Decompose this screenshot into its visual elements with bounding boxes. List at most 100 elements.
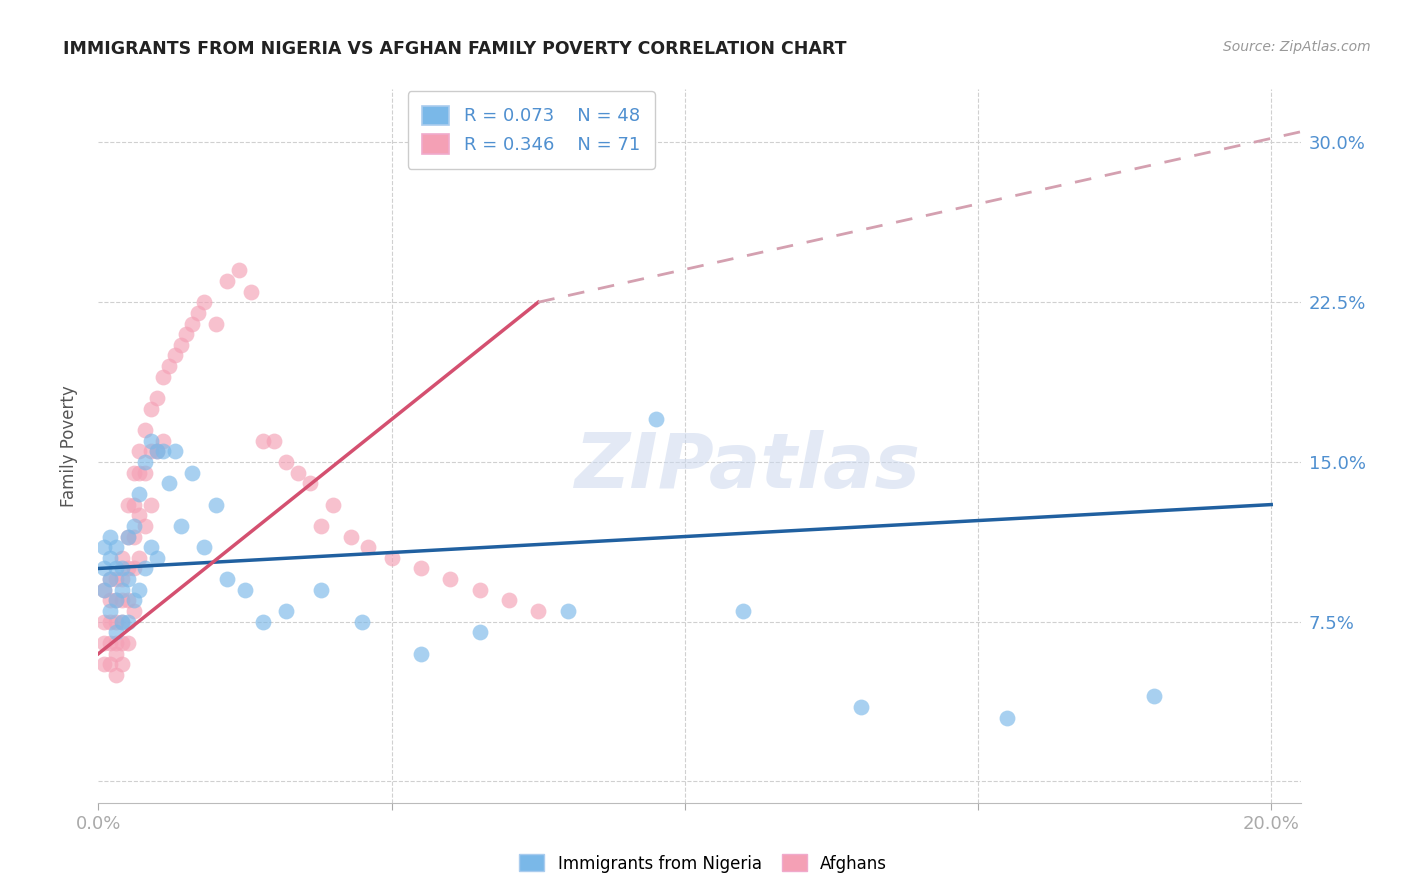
Point: [98, 636, 121, 650]
Point: [105, 668, 128, 682]
Point: [228, 263, 250, 277]
Point: [1143, 690, 1166, 704]
Point: [146, 550, 169, 565]
Point: [733, 604, 755, 618]
Point: [93, 582, 115, 597]
Point: [322, 498, 344, 512]
Point: [98, 550, 121, 565]
Point: [252, 615, 274, 629]
Point: [122, 593, 145, 607]
Point: [252, 434, 274, 448]
Point: [134, 561, 156, 575]
Point: [204, 317, 226, 331]
Point: [339, 529, 361, 543]
Point: [105, 647, 128, 661]
Text: IMMIGRANTS FROM NIGERIA VS AFGHAN FAMILY POVERTY CORRELATION CHART: IMMIGRANTS FROM NIGERIA VS AFGHAN FAMILY…: [63, 40, 846, 58]
Point: [644, 412, 666, 426]
Point: [141, 434, 163, 448]
Point: [134, 423, 156, 437]
Point: [193, 540, 215, 554]
Point: [287, 466, 309, 480]
Point: [111, 550, 134, 565]
Point: [134, 519, 156, 533]
Point: [181, 317, 204, 331]
Point: [117, 529, 139, 543]
Point: [204, 498, 226, 512]
Point: [169, 519, 191, 533]
Point: [98, 615, 121, 629]
Point: [105, 615, 128, 629]
Legend: R = 0.073    N = 48, R = 0.346    N = 71: R = 0.073 N = 48, R = 0.346 N = 71: [408, 91, 655, 169]
Point: [157, 476, 180, 491]
Point: [98, 572, 121, 586]
Point: [128, 508, 150, 523]
Point: [298, 476, 321, 491]
Point: [98, 657, 121, 672]
Point: [409, 561, 432, 575]
Point: [117, 498, 139, 512]
Point: [122, 561, 145, 575]
Point: [169, 338, 191, 352]
Point: [468, 625, 491, 640]
Point: [98, 604, 121, 618]
Point: [163, 349, 186, 363]
Point: [93, 561, 115, 575]
Point: [217, 274, 239, 288]
Point: [93, 657, 115, 672]
Point: [111, 615, 134, 629]
Point: [187, 306, 209, 320]
Point: [181, 466, 204, 480]
Point: [357, 540, 380, 554]
Point: [117, 615, 139, 629]
Point: [239, 285, 262, 299]
Point: [193, 295, 215, 310]
Point: [93, 615, 115, 629]
Point: [117, 529, 139, 543]
Point: [849, 700, 872, 714]
Text: Source: ZipAtlas.com: Source: ZipAtlas.com: [1223, 40, 1371, 54]
Point: [111, 572, 134, 586]
Point: [98, 529, 121, 543]
Point: [128, 582, 150, 597]
Point: [117, 561, 139, 575]
Text: ZIPatlas: ZIPatlas: [575, 431, 921, 504]
Point: [141, 498, 163, 512]
Point: [217, 572, 239, 586]
Point: [105, 593, 128, 607]
Point: [176, 327, 198, 342]
Point: [122, 466, 145, 480]
Point: [105, 540, 128, 554]
Legend: Immigrants from Nigeria, Afghans: Immigrants from Nigeria, Afghans: [513, 847, 893, 880]
Point: [141, 540, 163, 554]
Y-axis label: Family Poverty: Family Poverty: [59, 385, 77, 507]
Point: [93, 540, 115, 554]
Point: [122, 519, 145, 533]
Point: [128, 550, 150, 565]
Point: [995, 710, 1018, 724]
Point: [111, 593, 134, 607]
Point: [105, 572, 128, 586]
Point: [146, 444, 169, 458]
Point: [263, 434, 285, 448]
Point: [146, 444, 169, 458]
Point: [111, 561, 134, 575]
Point: [128, 487, 150, 501]
Point: [134, 455, 156, 469]
Point: [141, 444, 163, 458]
Point: [152, 434, 174, 448]
Point: [134, 466, 156, 480]
Point: [527, 604, 550, 618]
Point: [98, 572, 121, 586]
Point: [93, 582, 115, 597]
Point: [122, 529, 145, 543]
Point: [128, 444, 150, 458]
Point: [309, 582, 332, 597]
Point: [105, 636, 128, 650]
Point: [468, 582, 491, 597]
Point: [122, 604, 145, 618]
Point: [111, 657, 134, 672]
Point: [117, 636, 139, 650]
Point: [157, 359, 180, 373]
Point: [163, 444, 186, 458]
Point: [111, 636, 134, 650]
